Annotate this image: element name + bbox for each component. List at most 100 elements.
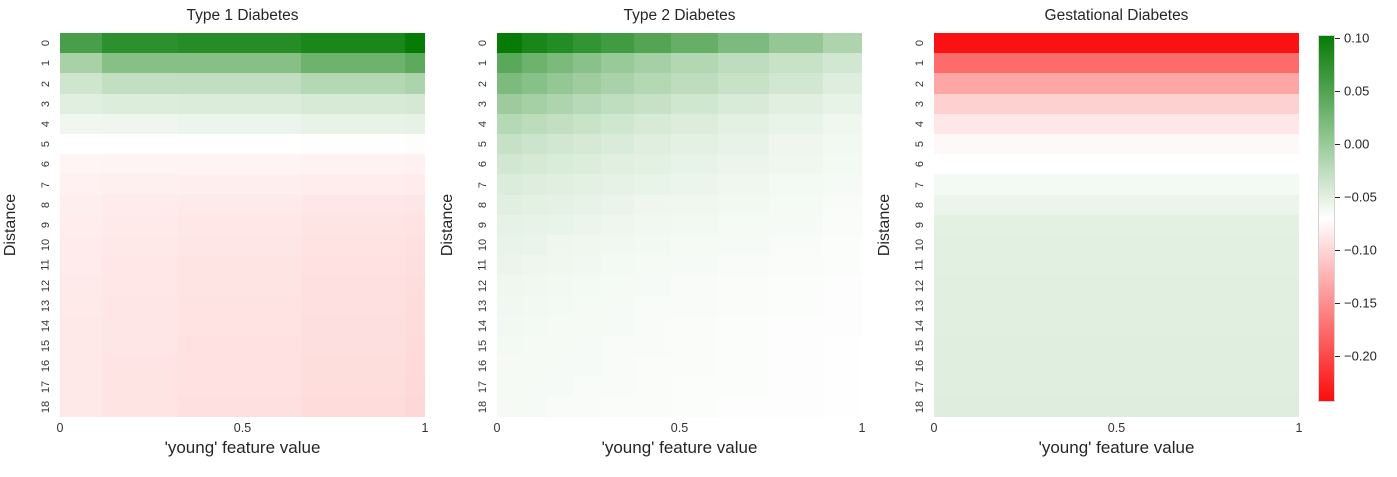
heatmap-row xyxy=(497,235,862,256)
colorbar-tick-label: −0.10 xyxy=(1344,242,1377,258)
heatmap-cell xyxy=(178,134,301,155)
heatmap-cell xyxy=(671,93,718,114)
heatmap-cell xyxy=(633,356,672,377)
y-tick-label: 9 xyxy=(477,221,489,228)
heatmap-cell xyxy=(600,214,634,236)
y-tick-label: 9 xyxy=(40,221,52,228)
y-tick-label: 7 xyxy=(40,181,52,188)
y-axis-label: Distance xyxy=(2,193,19,257)
y-tick-label: 15 xyxy=(477,340,489,353)
heatmap-cell xyxy=(546,214,573,236)
heatmap-cell xyxy=(497,356,522,377)
heatmap-row xyxy=(934,275,1299,296)
heatmap-cell xyxy=(633,73,672,94)
y-tick-label: 12 xyxy=(914,279,926,292)
heatmap-row xyxy=(934,295,1299,316)
heatmap-cell xyxy=(546,295,573,316)
heatmap-row xyxy=(60,194,426,215)
y-tick-label: 7 xyxy=(477,181,489,188)
heatmap-cell xyxy=(404,33,426,54)
y-tick-label: 4 xyxy=(40,120,52,127)
heatmap-row xyxy=(497,93,862,114)
heatmap-cell xyxy=(60,295,102,316)
heatmap-cell xyxy=(300,214,405,236)
heatmap-cell xyxy=(300,295,405,316)
y-tick-label: 15 xyxy=(40,340,52,353)
heatmap-cell xyxy=(521,194,547,215)
heatmap-cell xyxy=(60,154,102,175)
heatmap-row xyxy=(934,214,1299,236)
colorbar: 0.10 0.05 0.00 −0.05 −0.10 −0.15 −0.20 xyxy=(1318,31,1397,415)
y-tick-label: 6 xyxy=(477,161,489,168)
heatmap-cell xyxy=(823,134,862,155)
heatmap-cell xyxy=(101,134,179,155)
heatmap-cell xyxy=(178,275,301,296)
heatmap-row xyxy=(934,255,1299,276)
heatmap-cell xyxy=(572,93,601,114)
heatmap-cell xyxy=(823,33,862,54)
heatmap-cell xyxy=(497,336,522,357)
heatmap-row xyxy=(497,214,862,236)
heatmap-cell xyxy=(178,295,301,316)
heatmap-cell xyxy=(101,214,179,236)
heatmap-cell xyxy=(600,73,634,94)
heatmap-cell xyxy=(497,214,522,236)
heatmap-cell xyxy=(717,356,769,377)
heatmap-cell xyxy=(633,194,672,215)
heatmap-cell xyxy=(934,376,1299,397)
heatmap-cell xyxy=(521,154,547,175)
heatmap-cell xyxy=(823,73,862,94)
heatmap-cell xyxy=(768,93,824,114)
colorbar-tick xyxy=(1335,250,1340,252)
heatmap-cell xyxy=(178,376,301,397)
heatmap-cell xyxy=(546,53,573,74)
heatmap-row xyxy=(934,154,1299,175)
heatmap-cell xyxy=(546,73,573,94)
heatmap-row xyxy=(934,194,1299,215)
heatmap-cell xyxy=(572,154,601,175)
y-tick-label: 10 xyxy=(477,239,489,252)
heatmap-row xyxy=(934,356,1299,377)
heatmap-cell xyxy=(60,113,102,135)
colorbar-ticks: 0.10 0.05 0.00 −0.05 −0.10 −0.15 −0.20 xyxy=(1318,31,1397,400)
plot-title: Type 2 Diabetes xyxy=(623,7,736,24)
heatmap-cell xyxy=(101,255,179,276)
heatmap-cell xyxy=(671,336,718,357)
y-tick-label: 14 xyxy=(477,319,489,333)
heatmap-cell xyxy=(717,214,769,236)
heatmap-cell xyxy=(178,33,301,54)
y-tick-label: 0 xyxy=(914,40,926,47)
subplot-type2-diabetes: Type 2 Diabetes Distance 0 1 2 3 4 5 6 7 8 9 10 11 1… xyxy=(437,0,874,477)
heatmap-cell xyxy=(600,376,634,397)
heatmap-cell xyxy=(60,255,102,276)
heatmap-cell xyxy=(600,295,634,316)
heatmap-cell xyxy=(768,376,824,397)
x-tick-label: 0.5 xyxy=(233,421,252,435)
heatmap-cell xyxy=(178,113,301,135)
heatmap-cell xyxy=(60,336,102,357)
heatmap-cell xyxy=(823,275,862,296)
heatmap-cell xyxy=(823,194,862,215)
heatmap-cell xyxy=(600,396,634,417)
heatmap-cell xyxy=(823,113,862,135)
heatmap-cell xyxy=(600,33,634,54)
x-axis-ticks: 0 0.5 1 xyxy=(57,421,429,437)
heatmap-cell xyxy=(934,154,1299,175)
heatmap-cell xyxy=(546,396,573,417)
heatmap-cell xyxy=(823,315,862,337)
heatmap-type2-diabetes xyxy=(497,33,862,417)
heatmap-cell xyxy=(768,134,824,155)
heatmap-cell xyxy=(768,295,824,316)
heatmap-cell xyxy=(300,134,405,155)
heatmap-cell xyxy=(572,113,601,135)
heatmap-cell xyxy=(633,174,672,195)
heatmap-cell xyxy=(717,315,769,337)
heatmap-row xyxy=(497,174,862,195)
heatmap-row xyxy=(60,255,426,276)
y-tick-label: 15 xyxy=(914,340,926,353)
heatmap-row xyxy=(934,93,1299,114)
y-axis-label: Distance xyxy=(876,193,893,257)
heatmap-row xyxy=(60,53,426,74)
heatmap-cell xyxy=(60,356,102,377)
heatmap-cell xyxy=(300,396,405,417)
